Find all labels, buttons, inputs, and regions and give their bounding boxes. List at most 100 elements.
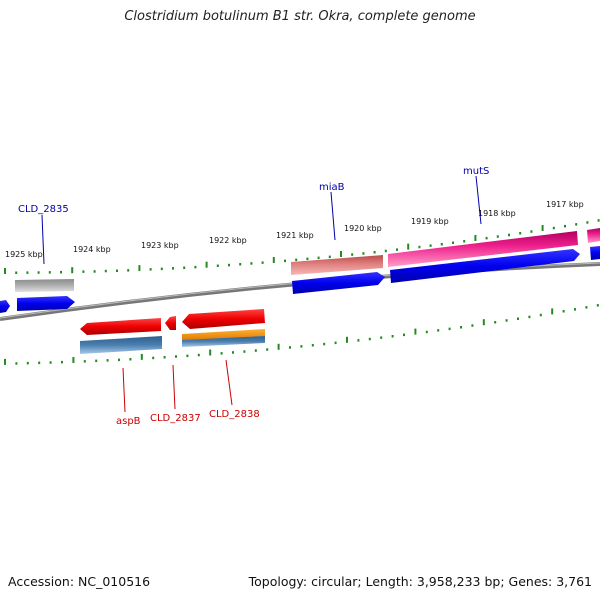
gene-track-outer bbox=[0, 228, 600, 313]
scale-label: 1919 kbp bbox=[411, 217, 449, 226]
minor-tick bbox=[530, 230, 533, 233]
minor-tick bbox=[220, 352, 223, 355]
minor-tick bbox=[494, 321, 497, 324]
minor-tick bbox=[26, 271, 29, 274]
minor-tick bbox=[519, 232, 522, 235]
minor-tick bbox=[317, 256, 320, 260]
minor-tick bbox=[508, 233, 510, 237]
minor-tick bbox=[552, 226, 555, 230]
gene-cds-strand-fwd[interactable] bbox=[590, 246, 600, 260]
minor-tick bbox=[334, 341, 337, 345]
minor-tick bbox=[95, 359, 98, 363]
minor-tick bbox=[175, 355, 177, 358]
major-tick bbox=[205, 261, 208, 268]
minor-tick bbox=[118, 358, 120, 362]
minor-tick bbox=[160, 267, 163, 271]
minor-tick bbox=[351, 253, 354, 256]
minor-tick bbox=[186, 354, 189, 358]
minor-tick bbox=[562, 310, 565, 313]
minor-tick bbox=[129, 358, 132, 361]
gene-cds-outer-edge[interactable] bbox=[587, 228, 600, 243]
minor-tick bbox=[15, 362, 18, 365]
minor-tick bbox=[575, 223, 578, 226]
topology-summary: Topology: circular; Length: 3,958,233 bp… bbox=[248, 574, 592, 589]
major-tick bbox=[346, 336, 348, 343]
minor-tick bbox=[60, 270, 62, 274]
minor-tick bbox=[311, 344, 314, 347]
minor-tick bbox=[496, 235, 499, 238]
minor-tick bbox=[539, 313, 542, 317]
scale-ticks-inner bbox=[4, 304, 599, 365]
gene-cds-orange[interactable] bbox=[182, 329, 265, 341]
gene-cds-strand-fwd[interactable] bbox=[0, 300, 10, 313]
minor-tick bbox=[328, 255, 331, 259]
minor-tick bbox=[460, 326, 462, 329]
gene-cld-2838[interactable] bbox=[182, 309, 265, 329]
gene-label-aspB: aspB bbox=[116, 416, 141, 427]
minor-tick bbox=[437, 329, 440, 332]
major-tick bbox=[4, 268, 6, 274]
minor-tick bbox=[15, 271, 18, 274]
minor-tick bbox=[448, 327, 451, 331]
minor-tick bbox=[172, 267, 174, 270]
major-tick bbox=[138, 265, 141, 272]
scale-label: 1924 kbp bbox=[73, 245, 111, 254]
minor-tick bbox=[485, 236, 488, 240]
minor-tick bbox=[440, 243, 443, 246]
major-tick bbox=[414, 328, 417, 335]
minor-tick bbox=[463, 240, 466, 243]
minor-tick bbox=[38, 361, 41, 365]
minor-tick bbox=[49, 361, 52, 364]
gene-cds-steel[interactable] bbox=[182, 336, 265, 347]
gene-cds-strand-fwd[interactable] bbox=[17, 296, 75, 311]
gene-mutS[interactable] bbox=[388, 231, 578, 267]
minor-tick bbox=[163, 356, 166, 359]
minor-tick bbox=[239, 263, 242, 266]
gene-cds-strand-fwd[interactable] bbox=[292, 272, 385, 294]
minor-tick bbox=[471, 324, 474, 327]
gene-cds-strand-fwd[interactable] bbox=[390, 249, 580, 283]
minor-tick bbox=[300, 345, 303, 348]
minor-tick bbox=[216, 264, 219, 267]
minor-tick bbox=[228, 263, 230, 267]
major-tick bbox=[140, 353, 143, 360]
minor-tick bbox=[425, 330, 428, 334]
minor-tick bbox=[373, 251, 376, 254]
gene-track-inner bbox=[80, 309, 265, 354]
minor-tick bbox=[106, 359, 109, 362]
minor-tick bbox=[391, 335, 394, 338]
minor-tick bbox=[429, 244, 432, 247]
minor-tick bbox=[585, 306, 588, 309]
major-tick bbox=[209, 349, 212, 356]
major-tick bbox=[272, 257, 275, 263]
gene-miaB[interactable] bbox=[291, 255, 383, 275]
minor-tick bbox=[243, 350, 246, 353]
scale-label: 1918 kbp bbox=[478, 209, 516, 218]
scale-label: 1922 kbp bbox=[209, 236, 247, 245]
major-tick bbox=[4, 358, 6, 365]
gene-cld-2837[interactable] bbox=[165, 316, 176, 330]
minor-tick bbox=[323, 342, 326, 346]
minor-tick bbox=[505, 319, 508, 322]
major-tick bbox=[541, 225, 544, 231]
gene-aspB[interactable] bbox=[80, 318, 161, 335]
gene-cds-steel[interactable] bbox=[80, 336, 162, 354]
minor-tick bbox=[250, 262, 253, 265]
gene-cld-2835[interactable] bbox=[15, 279, 74, 292]
minor-tick bbox=[380, 336, 383, 339]
minor-tick bbox=[261, 261, 264, 264]
minor-tick bbox=[396, 248, 398, 251]
scale-label: 1925 kbp bbox=[5, 250, 43, 259]
minor-tick bbox=[127, 269, 130, 272]
genome-title: Clostridium botulinum B1 str. Okra, comp… bbox=[124, 9, 476, 24]
scale-labels: 1925 kbp 1924 kbp 1923 kbp 1922 kbp 1921… bbox=[5, 200, 584, 259]
minor-tick bbox=[48, 271, 51, 274]
major-tick bbox=[71, 267, 74, 274]
gene-label-miaB: miaB bbox=[319, 182, 345, 193]
minor-tick bbox=[403, 333, 405, 337]
major-tick bbox=[482, 319, 485, 326]
scale-label: 1921 kbp bbox=[276, 231, 314, 240]
minor-tick bbox=[564, 224, 566, 228]
minor-tick bbox=[197, 353, 200, 357]
minor-tick bbox=[116, 269, 118, 272]
